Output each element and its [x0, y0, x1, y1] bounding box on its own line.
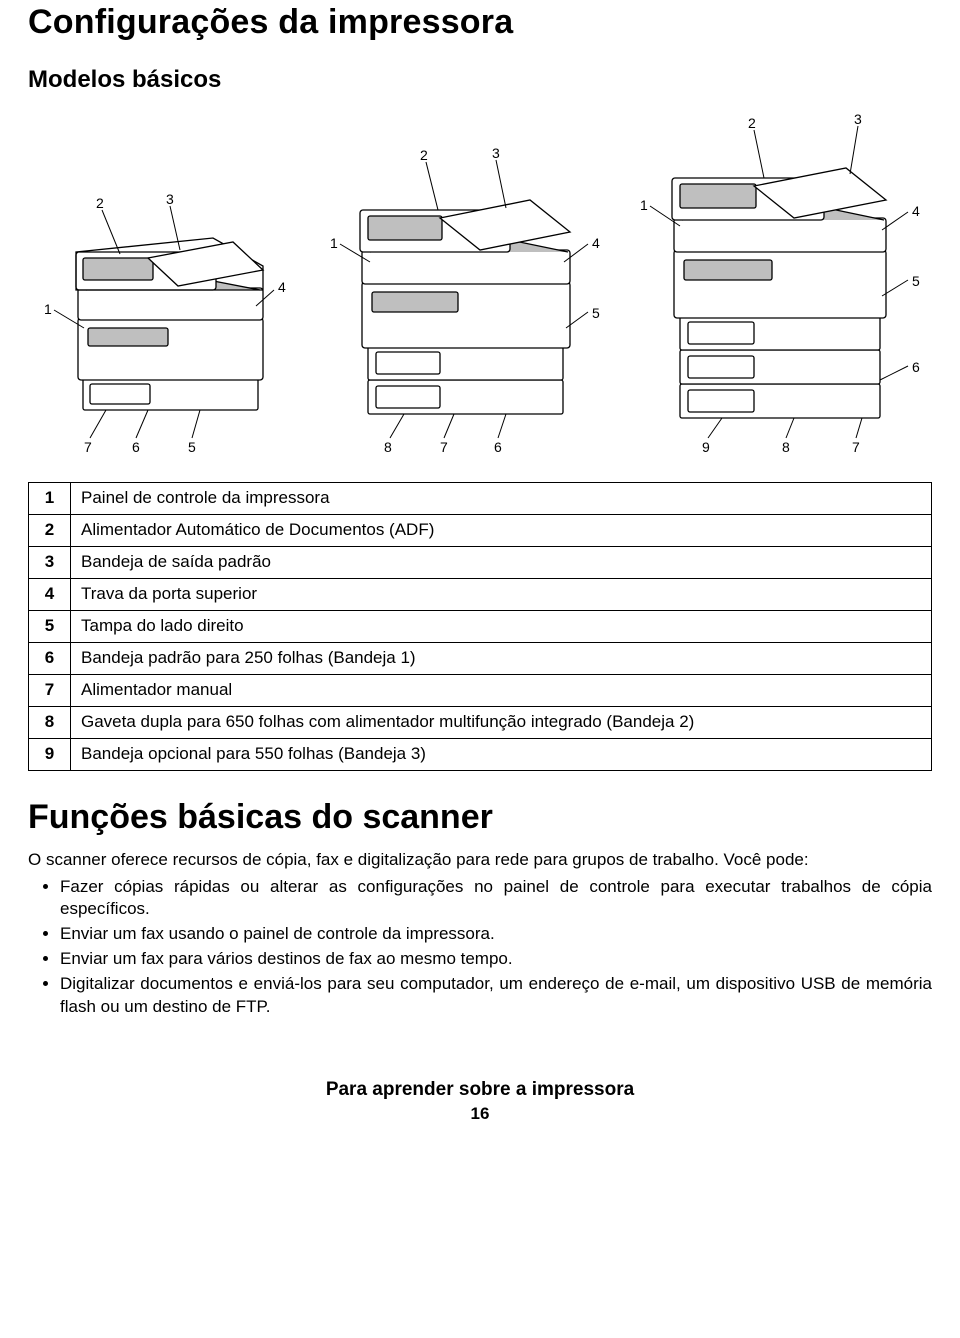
table-row: 9Bandeja opcional para 550 folhas (Bande… — [29, 738, 932, 770]
callout: 4 — [912, 202, 920, 221]
table-row: 1Painel de controle da impressora — [29, 483, 932, 515]
callout: 1 — [640, 196, 648, 215]
callout: 6 — [132, 438, 140, 457]
table-row: 5Tampa do lado direito — [29, 611, 932, 643]
page-footer: Para aprender sobre a impressora 16 — [28, 1077, 932, 1126]
callout: 3 — [854, 110, 862, 129]
callout: 6 — [912, 358, 920, 377]
table-row: 3Bandeja de saída padrão — [29, 547, 932, 579]
list-item: Digitalizar documentos e enviá-los para … — [60, 973, 932, 1019]
callout: 2 — [748, 114, 756, 133]
callout: 3 — [166, 190, 174, 209]
callout: 5 — [188, 438, 196, 457]
callout: 2 — [96, 194, 104, 213]
table-row: 8Gaveta dupla para 650 folhas com alimen… — [29, 706, 932, 738]
table-row: 4Trava da porta superior — [29, 579, 932, 611]
footer-section-title: Para aprender sobre a impressora — [28, 1077, 932, 1103]
callout: 6 — [494, 438, 502, 457]
callout: 1 — [44, 300, 52, 319]
printer-diagram-1: 1 2 3 4 5 6 7 — [28, 178, 298, 458]
callout: 9 — [702, 438, 710, 457]
table-row: 6Bandeja padrão para 250 folhas (Bandeja… — [29, 642, 932, 674]
callout: 5 — [912, 272, 920, 291]
scanner-intro: O scanner oferece recursos de cópia, fax… — [28, 849, 932, 872]
callout: 7 — [852, 438, 860, 457]
table-row: 7Alimentador manual — [29, 674, 932, 706]
subheading-scanner: Funções básicas do scanner — [28, 795, 932, 841]
list-item: Fazer cópias rápidas ou alterar as confi… — [60, 876, 932, 922]
subheading-models: Modelos básicos — [28, 64, 932, 96]
callout: 3 — [492, 144, 500, 163]
callout: 4 — [278, 278, 286, 297]
printer-diagrams: 1 2 3 4 5 6 7 — [28, 112, 932, 482]
callout: 4 — [592, 234, 600, 253]
callout: 7 — [440, 438, 448, 457]
printer-diagram-2: 1 2 3 4 5 6 7 8 — [310, 138, 610, 458]
footer-page-number: 16 — [28, 1103, 932, 1126]
parts-table: 1Painel de controle da impressora 2Alime… — [28, 482, 932, 770]
printer-diagram-3: 1 2 3 4 5 6 7 8 9 — [622, 108, 932, 458]
list-item: Enviar um fax usando o painel de control… — [60, 923, 932, 946]
callout: 5 — [592, 304, 600, 323]
scanner-bullet-list: Fazer cópias rápidas ou alterar as confi… — [28, 876, 932, 1020]
callout: 7 — [84, 438, 92, 457]
table-row: 2Alimentador Automático de Documentos (A… — [29, 515, 932, 547]
list-item: Enviar um fax para vários destinos de fa… — [60, 948, 932, 971]
callout: 1 — [330, 234, 338, 253]
callout: 8 — [782, 438, 790, 457]
page-title: Configurações da impressora — [28, 0, 932, 46]
callout: 2 — [420, 146, 428, 165]
callout: 8 — [384, 438, 392, 457]
